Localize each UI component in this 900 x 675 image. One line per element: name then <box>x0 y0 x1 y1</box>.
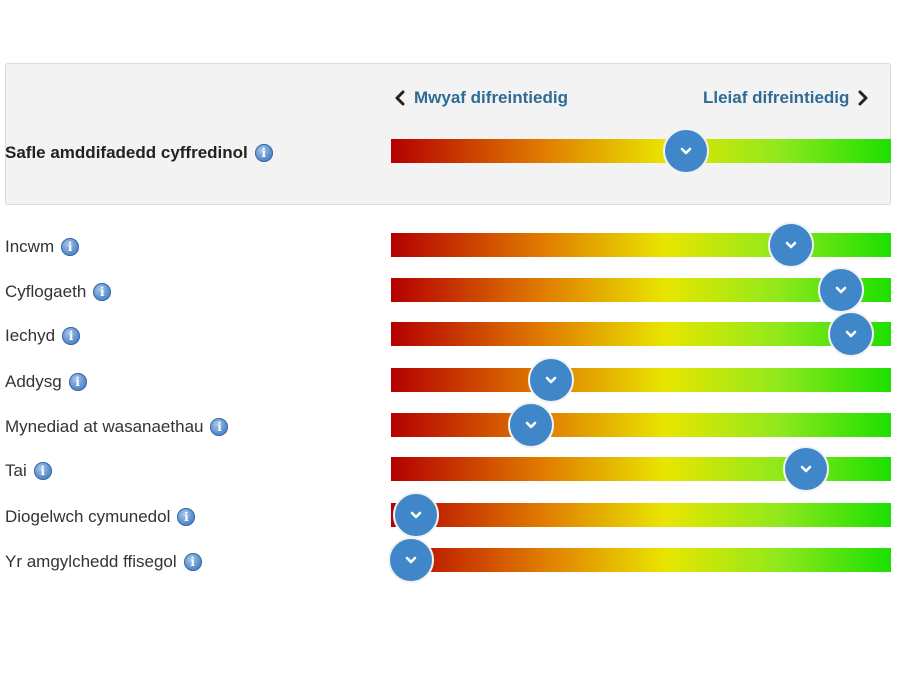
domain-bar-education <box>391 368 891 392</box>
domain-label-income: Incwm i <box>5 235 80 259</box>
domain-knob-physical-environment[interactable] <box>388 537 434 583</box>
domain-bar-health <box>391 322 891 346</box>
info-icon[interactable]: i <box>33 462 52 480</box>
chevron-down-icon <box>405 556 417 564</box>
domain-bar-physical-environment <box>391 548 891 572</box>
info-icon[interactable]: i <box>183 553 202 571</box>
domain-label-text: Cyflogaeth <box>5 282 87 301</box>
info-icon[interactable]: i <box>93 283 112 301</box>
domain-bar-community-safety <box>391 503 891 527</box>
domain-knob-community-safety[interactable] <box>393 492 439 538</box>
domain-label-access-to-services: Mynediad at wasanaethau i <box>5 415 229 439</box>
domain-label-text: Tai <box>5 461 27 480</box>
info-icon[interactable]: i <box>62 327 81 345</box>
domain-label-text: Yr amgylchedd ffisegol <box>5 552 177 571</box>
domain-bar-access-to-services <box>391 413 891 437</box>
chevron-down-icon <box>785 241 797 249</box>
domain-label-text: Mynediad at wasanaethau <box>5 417 204 436</box>
nav-least-deprived-label: Lleiaf difreintiedig <box>703 88 850 107</box>
domain-label-physical-environment: Yr amgylchedd ffisegol i <box>5 550 202 574</box>
domain-knob-housing[interactable] <box>783 446 829 492</box>
domain-label-education: Addysg i <box>5 370 87 394</box>
domain-knob-education[interactable] <box>528 357 574 403</box>
chevron-down-icon <box>680 147 692 155</box>
overall-rank-label: Safle amddifadedd cyffredinol i <box>5 141 273 165</box>
overall-rank-text: Safle amddifadedd cyffredinol <box>5 143 248 162</box>
info-icon[interactable]: i <box>254 144 273 162</box>
domain-label-text: Iechyd <box>5 326 56 345</box>
domain-label-text: Diogelwch cymunedol <box>5 507 171 526</box>
chevron-left-icon <box>392 90 408 106</box>
overall-rank-bar <box>391 139 891 163</box>
domain-bar-income <box>391 233 891 257</box>
domain-label-text: Incwm <box>5 237 55 256</box>
domain-label-health: Iechyd i <box>5 324 81 348</box>
domain-knob-health[interactable] <box>828 311 874 357</box>
chevron-down-icon <box>525 421 537 429</box>
chevron-down-icon <box>845 330 857 338</box>
domain-label-text: Addysg <box>5 372 62 391</box>
info-icon[interactable]: i <box>210 418 229 436</box>
nav-most-deprived-label: Mwyaf difreintiedig <box>414 88 568 107</box>
domain-label-housing: Tai i <box>5 459 52 483</box>
domain-label-community-safety: Diogelwch cymunedol i <box>5 505 196 529</box>
domain-label-employment: Cyflogaeth i <box>5 280 112 304</box>
domain-knob-income[interactable] <box>768 222 814 268</box>
overall-panel <box>5 63 891 205</box>
chevron-right-icon <box>855 90 871 106</box>
domain-bar-employment <box>391 278 891 302</box>
info-icon[interactable]: i <box>68 373 87 391</box>
chevron-down-icon <box>410 511 422 519</box>
domain-knob-access-to-services[interactable] <box>508 402 554 448</box>
nav-most-deprived[interactable]: Mwyaf difreintiedig <box>392 86 568 110</box>
info-icon[interactable]: i <box>177 508 196 526</box>
chevron-down-icon <box>800 465 812 473</box>
domain-knob-employment[interactable] <box>818 267 864 313</box>
info-icon[interactable]: i <box>61 238 80 256</box>
nav-least-deprived[interactable]: Lleiaf difreintiedig <box>703 86 871 110</box>
chevron-down-icon <box>835 286 847 294</box>
overall-rank-knob[interactable] <box>663 128 709 174</box>
chevron-down-icon <box>545 376 557 384</box>
